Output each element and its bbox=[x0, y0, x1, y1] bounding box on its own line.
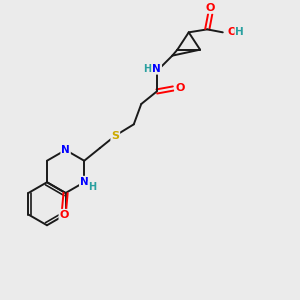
Text: N: N bbox=[152, 64, 161, 74]
Text: N: N bbox=[80, 177, 88, 187]
Text: N: N bbox=[61, 145, 70, 155]
Text: H: H bbox=[88, 182, 97, 192]
Text: S: S bbox=[111, 131, 119, 141]
Text: O: O bbox=[227, 27, 237, 37]
Text: O: O bbox=[59, 210, 69, 220]
Text: O: O bbox=[175, 83, 184, 94]
Text: H: H bbox=[235, 27, 244, 37]
Text: H: H bbox=[143, 64, 151, 74]
Text: O: O bbox=[206, 3, 215, 13]
